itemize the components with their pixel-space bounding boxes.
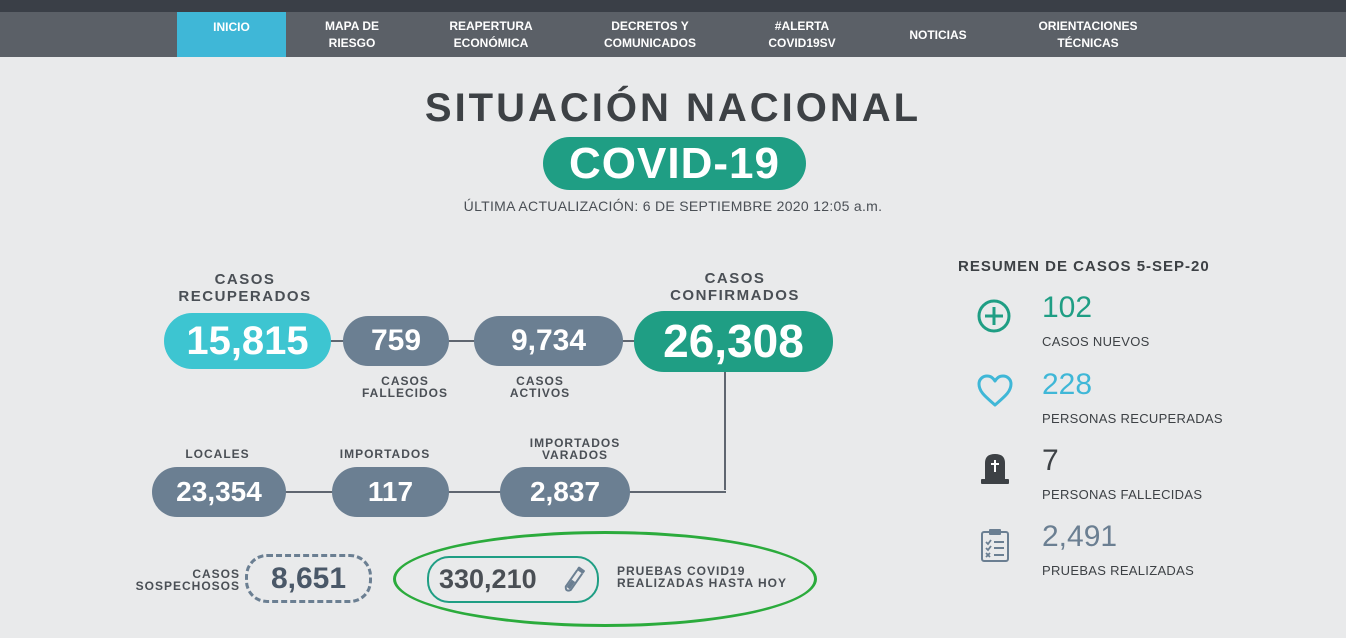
nav-alerta[interactable]: #ALERTA COVID19SV	[768, 19, 836, 50]
activos-label: CASOS ACTIVOS	[509, 374, 571, 400]
importados-label: IMPORTADOS	[339, 447, 431, 461]
recuperados-label: CASOS RECUPERADOS	[178, 271, 312, 305]
nav-noticias[interactable]: NOTICIAS	[909, 27, 967, 42]
locales-pill: 23,354	[152, 467, 286, 517]
locales-label: LOCALES	[185, 447, 250, 461]
resumen-pruebas-value: 2,491	[1042, 520, 1118, 553]
plus-circle-icon	[976, 298, 1012, 339]
resumen-fallecidas-label: PERSONAS FALLECIDAS	[1042, 487, 1203, 502]
last-updated: ÚLTIMA ACTUALIZACIÓN: 6 DE SEPTIEMBRE 20…	[463, 198, 883, 214]
clipboard-icon	[980, 527, 1010, 568]
fallecidos-pill: 759	[343, 316, 449, 366]
main-nav: INICIO MAPA DE RIESGO REAPERTURA ECONÓMI…	[0, 12, 1346, 57]
varados-label: IMPORTADOS VARADOS	[529, 436, 621, 462]
highlight-ellipse	[393, 531, 817, 627]
connector-line	[724, 370, 726, 490]
resumen-recuperadas-label: PERSONAS RECUPERADAS	[1042, 411, 1223, 426]
resumen-nuevos-label: CASOS NUEVOS	[1042, 334, 1150, 349]
sospechosos-value: 8,651	[245, 554, 372, 603]
heart-icon	[976, 373, 1014, 414]
recuperados-pill: 15,815	[164, 313, 331, 369]
covid-badge: COVID-19	[543, 137, 806, 190]
fallecidos-label: CASOS FALLECIDOS	[361, 374, 448, 400]
confirmados-label: CASOS CONFIRMADOS	[670, 270, 800, 304]
nav-orientaciones[interactable]: ORIENTACIONES TÉCNICAS	[1038, 19, 1138, 50]
nav-decretos[interactable]: DECRETOS Y COMUNICADOS	[604, 19, 696, 50]
importados-pill: 117	[332, 467, 449, 517]
tombstone-icon	[979, 451, 1011, 492]
nav-mapa-riesgo[interactable]: MAPA DE RIESGO	[325, 19, 379, 50]
top-strip	[0, 0, 1346, 12]
nav-reapertura[interactable]: REAPERTURA ECONÓMICA	[449, 19, 533, 50]
sospechosos-label: CASOS SOSPECHOSOS	[135, 567, 240, 593]
resumen-title: RESUMEN DE CASOS 5-SEP-20	[958, 258, 1210, 275]
activos-pill: 9,734	[474, 316, 623, 366]
confirmados-pill: 26,308	[634, 311, 833, 372]
resumen-nuevos-value: 102	[1042, 291, 1093, 324]
resumen-pruebas-label: PRUEBAS REALIZADAS	[1042, 563, 1195, 578]
resumen-recuperadas-value: 228	[1042, 368, 1093, 401]
nav-inicio[interactable]: INICIO	[177, 12, 286, 57]
connector-line	[270, 491, 726, 493]
page-title: SITUACIÓN NACIONAL	[424, 86, 922, 130]
varados-pill: 2,837	[500, 467, 630, 517]
resumen-fallecidas-value: 7	[1042, 444, 1059, 477]
